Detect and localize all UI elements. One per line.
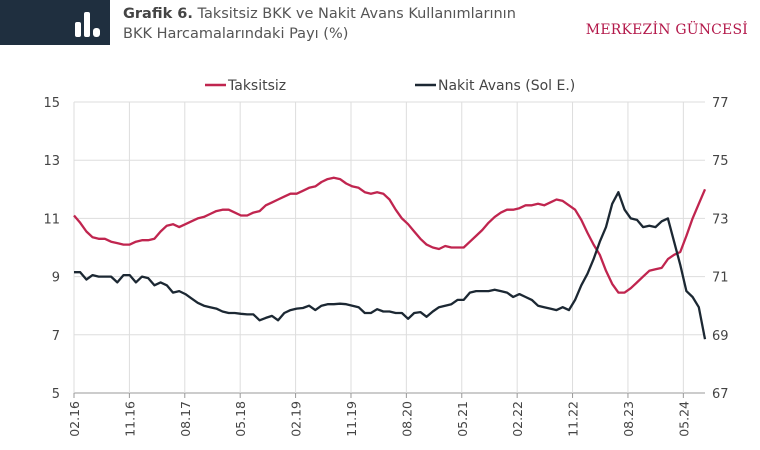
- y-left-tick-label: 7: [52, 329, 60, 344]
- y-left-tick-label: 13: [43, 154, 60, 169]
- y-right-tick-label: 67: [712, 387, 729, 402]
- x-tick-label: 08.17: [178, 401, 193, 437]
- y-left-tick-label: 5: [52, 387, 60, 402]
- y-left-tick-label: 9: [52, 271, 60, 286]
- y-left-tick-label: 11: [43, 212, 60, 227]
- x-tick-label: 02.22: [510, 401, 525, 437]
- y-left-tick-label: 15: [43, 96, 60, 111]
- x-tick-label: 05.18: [233, 401, 248, 437]
- x-tick-label: 11.22: [566, 401, 581, 437]
- legend-label: Nakit Avans (Sol E.): [438, 78, 575, 94]
- title-bold: Grafik 6.: [123, 6, 193, 22]
- title-line1: Taksitsiz BKK ve Nakit Avans Kullanımlar…: [197, 6, 516, 22]
- x-tick-label: 11.19: [344, 401, 359, 437]
- y-right-tick-label: 69: [712, 329, 729, 344]
- title-line2: BKK Harcamalarındaki Payı (%): [123, 26, 349, 42]
- bar-chart-icon: [75, 12, 100, 37]
- legend-label: Taksitsiz: [227, 78, 286, 94]
- x-tick-label: 05.24: [676, 401, 691, 437]
- x-tick-label: 05.21: [455, 401, 470, 437]
- brand-name: MERKEZİN GÜNCESİ: [585, 22, 748, 38]
- y-right-tick-label: 75: [712, 154, 729, 169]
- x-tick-label: 02.16: [67, 401, 82, 437]
- y-right-tick-label: 77: [712, 96, 729, 111]
- x-tick-label: 08.20: [399, 401, 414, 437]
- y-right-tick-label: 73: [712, 212, 729, 227]
- series-line-nakit-avans: [74, 191, 707, 340]
- series-line-taksitsiz: [73, 176, 707, 294]
- chart-title: Grafik 6. Taksitsiz BKK ve Nakit Avans K…: [123, 4, 516, 44]
- logo-block: [0, 0, 110, 45]
- y-right-tick-label: 71: [712, 271, 729, 286]
- x-tick-label: 08.23: [621, 401, 636, 437]
- x-tick-label: 02.19: [289, 401, 304, 437]
- x-tick-label: 11.16: [122, 401, 137, 437]
